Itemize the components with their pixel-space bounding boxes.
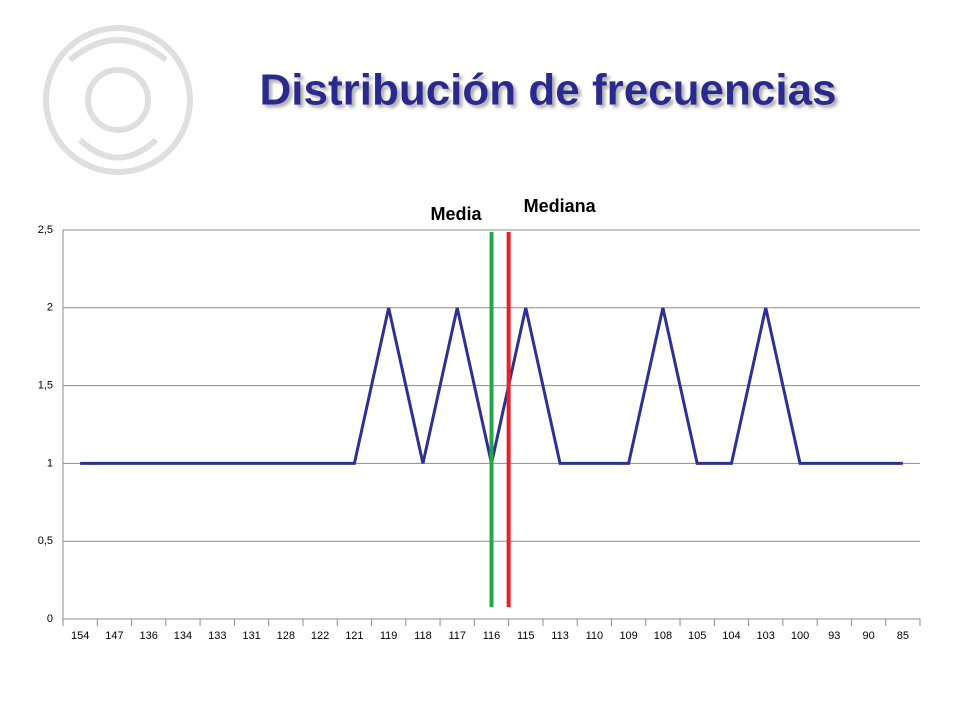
x-tick-label: 136 xyxy=(140,630,158,642)
x-tick-label: 108 xyxy=(654,630,672,642)
x-tick-label: 100 xyxy=(791,630,809,642)
x-tick-label: 103 xyxy=(757,630,775,642)
x-tick-label: 121 xyxy=(345,630,363,642)
logo-watermark xyxy=(43,25,193,175)
x-tick-label: 133 xyxy=(208,630,226,642)
chart-title: Distribución de frecuencias xyxy=(259,66,836,115)
x-tick-label: 116 xyxy=(483,630,501,642)
annotation-label: Media xyxy=(430,204,482,224)
x-tick-label: 113 xyxy=(551,630,569,642)
y-tick-label: 1 xyxy=(47,457,53,469)
x-tick-label: 118 xyxy=(414,630,432,642)
x-tick-label: 105 xyxy=(688,630,706,642)
y-tick-label: 0 xyxy=(47,613,53,625)
x-tick-label: 109 xyxy=(619,630,637,642)
x-tick-label: 104 xyxy=(722,630,740,642)
x-tick-label: 154 xyxy=(71,630,89,642)
x-tick-label: 93 xyxy=(828,630,840,642)
x-tick-label: 119 xyxy=(380,630,398,642)
x-tick-label: 85 xyxy=(897,630,909,642)
y-tick-label: 1,5 xyxy=(38,380,53,392)
y-tick-label: 2 xyxy=(47,302,53,314)
annotation-label: Mediana xyxy=(524,196,597,216)
x-tick-label: 90 xyxy=(862,630,874,642)
x-tick-label: 128 xyxy=(277,630,295,642)
y-tick-label: 2,5 xyxy=(38,224,53,236)
x-tick-label: 122 xyxy=(311,630,329,642)
x-tick-label: 110 xyxy=(586,630,604,642)
x-tick-label: 134 xyxy=(174,630,192,642)
x-tick-label: 117 xyxy=(448,630,466,642)
x-tick-label: 147 xyxy=(105,630,123,642)
x-tick-label: 115 xyxy=(517,630,535,642)
x-tick-label: 131 xyxy=(242,630,260,642)
y-tick-label: 0,5 xyxy=(38,535,53,547)
